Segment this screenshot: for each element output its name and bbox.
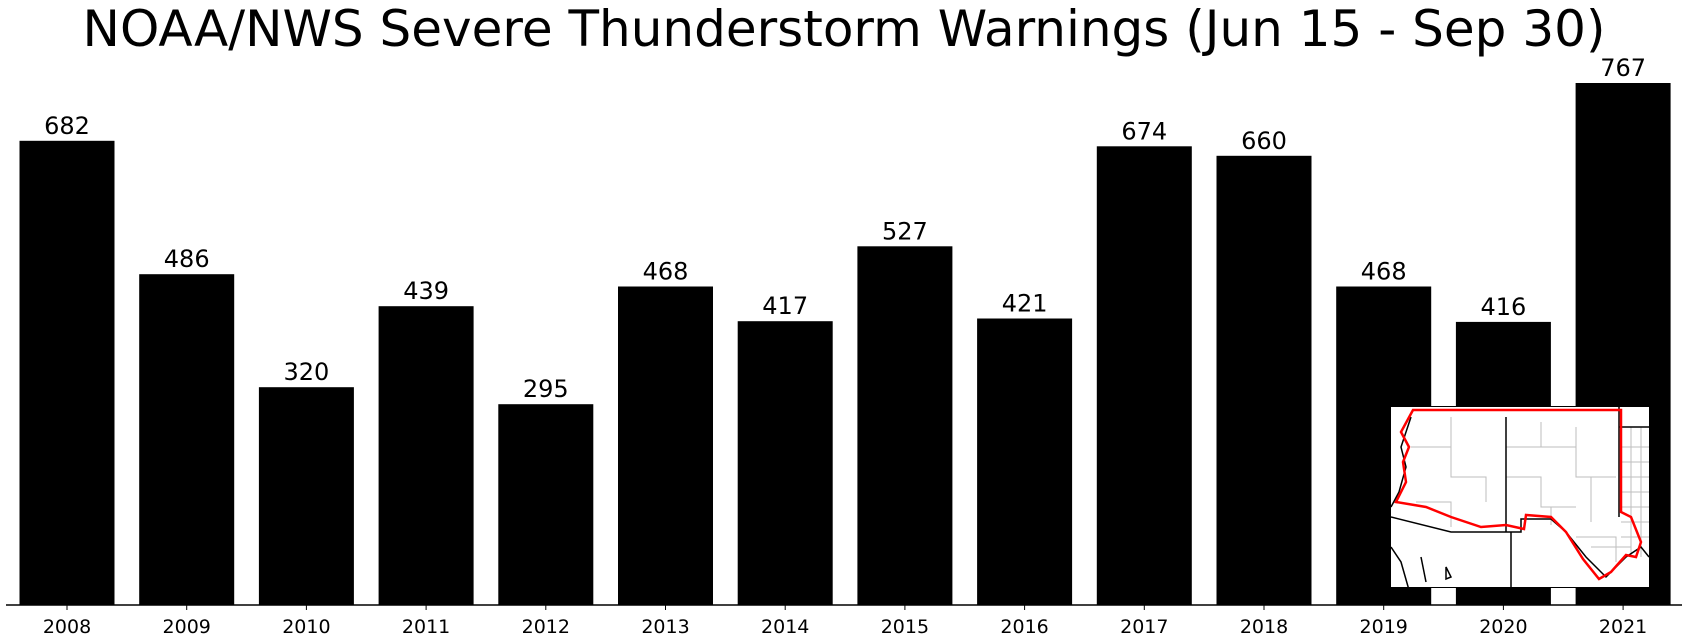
data-label-2021: 767 bbox=[1600, 54, 1646, 82]
bar-2018 bbox=[1216, 155, 1312, 606]
bar-2017 bbox=[1096, 146, 1192, 606]
bar-2015 bbox=[857, 246, 953, 606]
x-tick-label-2021: 2021 bbox=[1599, 616, 1647, 637]
data-label-2011: 439 bbox=[403, 277, 449, 305]
inset-map-svg bbox=[1390, 407, 1650, 598]
data-label-2018: 660 bbox=[1241, 127, 1287, 155]
data-label-2013: 468 bbox=[643, 258, 689, 286]
data-label-2012: 295 bbox=[523, 375, 569, 403]
x-tick-label-2010: 2010 bbox=[282, 616, 330, 637]
bar-2012 bbox=[498, 404, 594, 605]
data-label-2010: 320 bbox=[283, 358, 329, 386]
data-label-2009: 486 bbox=[164, 245, 210, 273]
x-tick-label-2008: 2008 bbox=[43, 616, 91, 637]
bar-2008 bbox=[19, 140, 115, 606]
data-label-2014: 417 bbox=[762, 292, 808, 320]
x-tick-label-2012: 2012 bbox=[522, 616, 570, 637]
x-tick-label-2009: 2009 bbox=[163, 616, 211, 637]
bar-2016 bbox=[977, 318, 1073, 605]
bar-2014 bbox=[737, 321, 833, 605]
inset-map bbox=[1390, 406, 1650, 598]
x-tick-label-2019: 2019 bbox=[1360, 616, 1408, 637]
bar-2011 bbox=[378, 306, 474, 605]
data-label-2017: 674 bbox=[1121, 117, 1167, 145]
bar-2013 bbox=[618, 286, 713, 605]
bar-2009 bbox=[139, 274, 235, 605]
data-label-2020: 416 bbox=[1480, 293, 1526, 321]
data-label-2019: 468 bbox=[1361, 258, 1407, 286]
chart-title: NOAA/NWS Severe Thunderstorm Warnings (J… bbox=[82, 0, 1606, 58]
x-tick-label-2020: 2020 bbox=[1479, 616, 1527, 637]
x-tick-label-2014: 2014 bbox=[761, 616, 809, 637]
x-tick-label-2017: 2017 bbox=[1120, 616, 1168, 637]
data-label-2008: 682 bbox=[44, 112, 90, 140]
bar-2010 bbox=[258, 387, 354, 605]
x-tick-label-2013: 2013 bbox=[641, 616, 689, 637]
x-tick-label-2011: 2011 bbox=[402, 616, 450, 637]
x-tick-label-2018: 2018 bbox=[1240, 616, 1288, 637]
x-ticks-group: 2008 2009 2010 2011 2012 2013 2014 2015 2016 2017… bbox=[43, 605, 1647, 637]
warning-region-outline bbox=[1394, 408, 1643, 581]
data-label-2016: 421 bbox=[1002, 290, 1048, 318]
data-label-2015: 527 bbox=[882, 217, 928, 245]
value-labels-group: 682 486 320 439 295 468 417 527 421 674 660 468 416 7… bbox=[44, 54, 1646, 403]
x-tick-label-2015: 2015 bbox=[881, 616, 929, 637]
x-tick-label-2016: 2016 bbox=[1000, 616, 1048, 637]
